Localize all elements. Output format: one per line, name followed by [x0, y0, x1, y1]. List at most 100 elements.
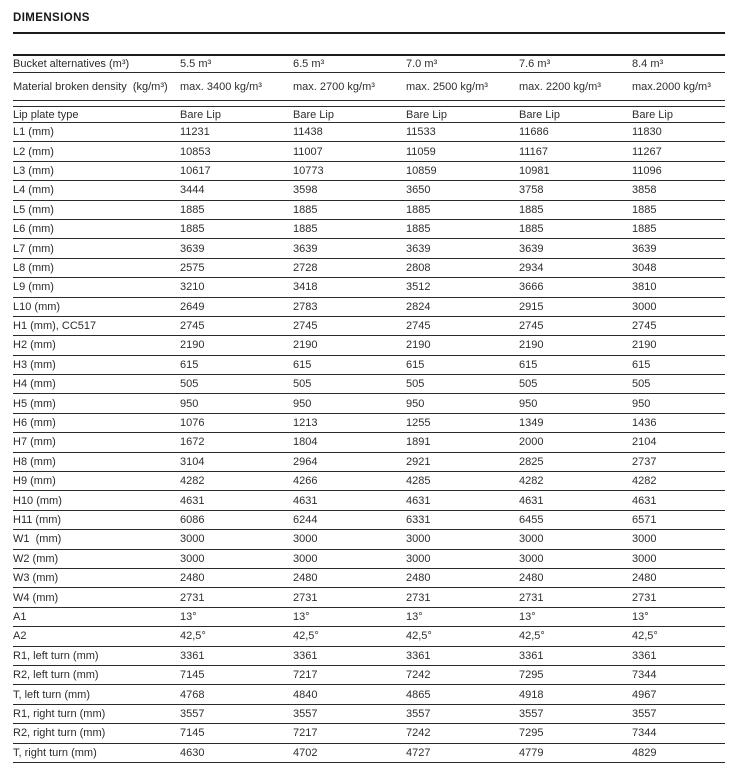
- cell-value: 7145: [180, 727, 205, 740]
- row-label: L8 (mm): [13, 261, 54, 274]
- cell-value: 3000: [180, 533, 205, 546]
- cell-value: 2745: [519, 320, 544, 333]
- row-label: W3 (mm): [13, 572, 59, 585]
- table-row: W2 (mm) 3000 3000 3000 3000 3000: [13, 550, 725, 569]
- table-row: H2 (mm) 2190 2190 2190 2190 2190: [13, 336, 725, 356]
- cell-value: 4918: [519, 688, 544, 701]
- row-label: H1 (mm), CC517: [13, 320, 97, 333]
- cell-value: 3000: [632, 552, 657, 565]
- cell-value: 10859: [406, 164, 437, 177]
- cell-value: 2731: [293, 591, 318, 604]
- cell-value: 4702: [293, 746, 318, 759]
- cell-value: 3557: [632, 707, 657, 720]
- table-row: H9 (mm) 4282 4266 4285 4282 4282: [13, 472, 725, 492]
- cell-value: 6571: [632, 514, 657, 526]
- cell-value: 1255: [406, 417, 431, 430]
- cell-value: 1804: [293, 436, 318, 449]
- cell-value: 4282: [632, 475, 657, 488]
- cell-value: 7242: [406, 669, 431, 682]
- cell-value: 950: [180, 397, 199, 410]
- table-row: R2, left turn (mm) 7145 7217 7242 7295 7344: [13, 666, 725, 686]
- cell-value: Bare Lip: [293, 108, 334, 121]
- cell-value: 4865: [406, 688, 431, 701]
- cell-value: 3104: [180, 455, 205, 468]
- cell-value: 3858: [632, 184, 657, 197]
- row-label: L10 (mm): [13, 300, 61, 313]
- row-label: L1 (mm): [13, 126, 54, 139]
- row-label: H6 (mm): [13, 417, 56, 430]
- cell-value: 2480: [180, 572, 205, 585]
- cell-value: 505: [406, 378, 425, 391]
- cell-value: 8.4 m³: [632, 58, 664, 70]
- cell-value: 505: [180, 378, 199, 391]
- cell-value: 4779: [519, 746, 544, 759]
- cell-value: 3666: [519, 281, 544, 294]
- cell-value: 10853: [180, 145, 211, 158]
- cell-value: 3639: [632, 242, 657, 255]
- row-label: L5 (mm): [13, 203, 54, 216]
- cell-value: 2731: [180, 591, 205, 604]
- cell-value: 3418: [293, 281, 318, 294]
- cell-value: 615: [519, 358, 538, 371]
- cell-value: 2934: [519, 261, 544, 274]
- cell-value: 3444: [180, 184, 205, 197]
- cell-value: 2808: [406, 261, 431, 274]
- cell-value: Bare Lip: [406, 108, 447, 121]
- cell-value: 1885: [519, 203, 544, 216]
- cell-value: 3000: [632, 533, 657, 546]
- cell-value: 4631: [293, 494, 318, 507]
- table-row: H3 (mm) 615 615 615 615 615: [13, 356, 725, 376]
- table-row: H11 (mm) 6086 6244 6331 6455 6571: [13, 511, 725, 531]
- cell-value: 11059: [406, 145, 436, 158]
- cell-value: 11007: [293, 145, 323, 158]
- cell-value: 5.5 m³: [180, 58, 212, 70]
- row-label: Lip plate type: [13, 108, 79, 121]
- cell-value: 615: [632, 358, 651, 371]
- row-label: H11 (mm): [13, 514, 62, 526]
- cell-value: 3048: [632, 261, 657, 274]
- cell-value: 1885: [632, 203, 657, 216]
- cell-value: 4266: [293, 475, 318, 488]
- row-label: W2 (mm): [13, 552, 59, 565]
- cell-value: 2104: [632, 436, 657, 449]
- cell-value: 3639: [406, 242, 431, 255]
- cell-value: Bare Lip: [632, 108, 673, 121]
- row-label: H2 (mm): [13, 339, 56, 352]
- cell-value: 1885: [180, 223, 205, 236]
- cell-value: 13°: [632, 610, 649, 623]
- cell-value: 4285: [406, 475, 431, 488]
- table-row: H4 (mm) 505 505 505 505 505: [13, 375, 725, 395]
- cell-value: 4631: [180, 494, 205, 507]
- cell-value: 13°: [293, 610, 310, 623]
- table-row: L1 (mm) 11231 11438 11533 11686 11830: [13, 123, 725, 143]
- table-row: A2 42,5° 42,5° 42,5° 42,5° 42,5°: [13, 627, 725, 647]
- cell-value: 615: [293, 358, 312, 371]
- cell-value: max. 3400 kg/m³: [180, 80, 262, 93]
- cell-value: 3758: [519, 184, 544, 197]
- cell-value: 3557: [180, 707, 205, 720]
- cell-value: max.2000 kg/m³: [632, 80, 711, 93]
- cell-value: 4967: [632, 688, 657, 701]
- cell-value: 1076: [180, 417, 205, 430]
- cell-value: 950: [632, 397, 651, 410]
- cell-value: 3000: [293, 552, 318, 565]
- cell-value: 6455: [519, 514, 544, 526]
- cell-value: 3000: [406, 533, 431, 546]
- cell-value: 505: [519, 378, 538, 391]
- cell-value: max. 2500 kg/m³: [406, 80, 488, 93]
- table-row: T, left turn (mm) 4768 4840 4865 4918 4967: [13, 685, 725, 705]
- cell-value: 2964: [293, 455, 318, 468]
- cell-value: 1885: [406, 223, 431, 236]
- cell-value: 2480: [519, 572, 544, 585]
- cell-value: 3361: [632, 649, 657, 662]
- cell-value: 2728: [293, 261, 318, 274]
- cell-value: 2731: [519, 591, 544, 604]
- table-row: H7 (mm) 1672 1804 1891 2000 2104: [13, 433, 725, 453]
- cell-value: 10773: [293, 164, 324, 177]
- cell-value: 3361: [519, 649, 544, 662]
- table-row: H5 (mm) 950 950 950 950 950: [13, 394, 725, 414]
- cell-value: max. 2200 kg/m³: [519, 80, 601, 93]
- cell-value: 3557: [293, 707, 318, 720]
- cell-value: 3210: [180, 281, 205, 294]
- cell-value: 1885: [632, 223, 657, 236]
